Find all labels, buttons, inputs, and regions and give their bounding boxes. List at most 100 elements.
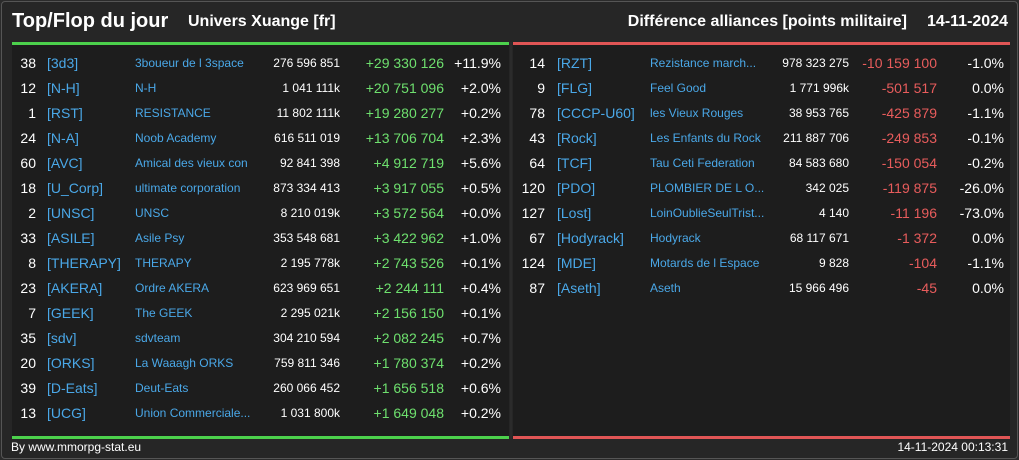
alliance-points: 211 887 706 [783, 131, 849, 145]
percent-change: +0.1% [460, 305, 501, 321]
alliance-rank: 67 [529, 230, 545, 246]
top-row: 33 [ASILE] Asile Psy 353 548 681 +3 422 962 +… [12, 226, 509, 251]
alliance-tag-link[interactable]: [AKERA] [47, 280, 103, 296]
top-panel: 38 [3d3] 3boueur de l 3space 276 596 851 +29… [12, 42, 509, 439]
alliance-name-link[interactable]: UNSC [135, 206, 170, 220]
alliance-rank: 87 [529, 280, 545, 296]
alliance-name-link[interactable]: Aseth [650, 281, 681, 295]
alliance-name-link[interactable]: ultimate corporation [135, 181, 241, 195]
alliance-rank: 18 [20, 180, 36, 196]
footer-timestamp: 14-11-2024 00:13:31 [897, 440, 1008, 454]
alliance-name-link[interactable]: Ordre AKERA [135, 281, 210, 295]
alliance-tag-link[interactable]: [D-Eats] [47, 380, 98, 396]
alliance-name-link[interactable]: Rezistance march... [650, 56, 757, 70]
points-difference: -119 875 [882, 180, 937, 196]
alliance-points: 1 031 800k [280, 406, 340, 420]
universe-label: Univers Xuange [fr] [188, 13, 336, 30]
alliance-points: 9 828 [818, 256, 849, 270]
alliance-tag-link[interactable]: [sdv] [47, 330, 77, 346]
points-difference: +2 156 150 [373, 305, 444, 321]
alliance-name-link[interactable]: Asile Psy [135, 231, 185, 245]
alliance-rank: 13 [20, 405, 36, 421]
percent-change: +2.3% [460, 130, 501, 146]
alliance-tag-link[interactable]: [CCCP-U60] [557, 105, 635, 121]
alliance-name-link[interactable]: Union Commerciale... [135, 406, 251, 420]
alliance-points: 260 066 452 [273, 381, 340, 395]
alliance-rank: 39 [20, 380, 36, 396]
alliance-tag-link[interactable]: [PDO] [557, 180, 596, 196]
percent-change: -26.0% [959, 180, 1004, 196]
flop-row: 124 [MDE] Motards de l Espace 9 828 -104 -1.1… [513, 251, 1010, 276]
alliance-tag-link[interactable]: [UCG] [47, 405, 86, 421]
alliance-name-link[interactable]: RESISTANCE [135, 106, 211, 120]
points-difference: -10 159 100 [862, 55, 937, 71]
points-difference: +2 743 526 [373, 255, 444, 271]
alliance-name-link[interactable]: Amical des vieux con [135, 156, 248, 170]
alliance-tag-link[interactable]: [Hodyrack] [557, 230, 624, 246]
alliance-tag-link[interactable]: [3d3] [47, 55, 79, 71]
alliance-tag-link[interactable]: [THERAPY] [47, 255, 121, 271]
percent-change: +0.1% [460, 255, 501, 271]
alliance-name-link[interactable]: sdvteam [135, 331, 181, 345]
alliance-tag-link[interactable]: [N-H] [47, 80, 80, 96]
alliance-rank: 33 [20, 230, 36, 246]
alliance-tag-link[interactable]: [UNSC] [47, 205, 95, 221]
alliance-name-link[interactable]: THERAPY [135, 256, 192, 270]
points-difference: +20 751 096 [365, 80, 444, 96]
alliance-name-link[interactable]: Motards de l Espace [650, 256, 760, 270]
alliance-rank: 14 [529, 55, 545, 71]
alliance-points: 38 953 765 [788, 106, 849, 120]
percent-change: -1.1% [967, 255, 1004, 271]
alliance-tag-link[interactable]: [Aseth] [557, 280, 601, 296]
alliance-points: 4 140 [818, 206, 849, 220]
footer-source[interactable]: By www.mmorpg-stat.eu [11, 440, 142, 454]
alliance-tag-link[interactable]: [FLG] [557, 80, 593, 96]
alliance-rank: 124 [521, 255, 545, 271]
alliance-rank: 23 [20, 280, 36, 296]
alliance-points: 1 771 996k [789, 81, 849, 95]
flop-row: 9 [FLG] Feel Good 1 771 996k -501 517 0.0% [513, 76, 1010, 101]
alliance-name-link[interactable]: Hodyrack [650, 231, 701, 245]
alliance-tag-link[interactable]: [Lost] [557, 205, 592, 221]
alliance-name-link[interactable]: PLOMBIER DE L O... [650, 181, 765, 195]
alliance-tag-link[interactable]: [ASILE] [47, 230, 95, 246]
points-difference: +3 572 564 [373, 205, 444, 221]
alliance-tag-link[interactable]: [N-A] [47, 130, 79, 146]
alliance-points: 353 548 681 [273, 231, 340, 245]
alliance-rank: 78 [529, 105, 545, 121]
alliance-tag-link[interactable]: [Rock] [557, 130, 597, 146]
alliance-name-link[interactable]: Deut-Eats [135, 381, 189, 395]
alliance-points: 978 323 275 [782, 56, 849, 70]
alliance-tag-link[interactable]: [TCF] [557, 155, 592, 171]
alliance-name-link[interactable]: Noob Academy [135, 131, 217, 145]
alliance-points: 84 583 680 [788, 156, 849, 170]
alliance-name-link[interactable]: N-H [135, 81, 157, 95]
percent-change: +0.2% [460, 105, 501, 121]
alliance-tag-link[interactable]: [U_Corp] [47, 180, 104, 196]
alliance-tag-link[interactable]: [RST] [47, 105, 83, 121]
percent-change: +11.9% [454, 55, 501, 71]
alliance-name-link[interactable]: les Vieux Rouges [650, 106, 744, 120]
percent-change: +0.0% [460, 205, 501, 221]
alliance-rank: 24 [20, 130, 36, 146]
alliance-name-link[interactable]: Les Enfants du Rock [650, 131, 761, 145]
alliance-name-link[interactable]: Feel Good [650, 81, 707, 95]
alliance-tag-link[interactable]: [AVC] [47, 155, 83, 171]
alliance-name-link[interactable]: The GEEK [135, 306, 193, 320]
alliance-rank: 1 [28, 105, 36, 121]
alliance-points: 1 041 111k [282, 81, 340, 95]
top-row: 60 [AVC] Amical des vieux con 92 841 398 +4 … [12, 151, 509, 176]
alliance-tag-link[interactable]: [GEEK] [47, 305, 94, 321]
alliance-name-link[interactable]: LoinOublieSeulTrist... [650, 206, 765, 220]
points-difference: +4 912 719 [373, 155, 444, 171]
alliance-name-link[interactable]: 3boueur de l 3space [135, 56, 244, 70]
alliance-points: 8 210 019k [280, 206, 340, 220]
alliance-tag-link[interactable]: [MDE] [557, 255, 596, 271]
alliance-tag-link[interactable]: [ORKS] [47, 355, 95, 371]
alliance-name-link[interactable]: La Waaagh ORKS [135, 356, 234, 370]
alliance-tag-link[interactable]: [RZT] [557, 55, 592, 71]
alliance-name-link[interactable]: Tau Ceti Federation [650, 156, 755, 170]
percent-change: -1.0% [967, 55, 1004, 71]
points-difference: -249 853 [881, 130, 937, 146]
